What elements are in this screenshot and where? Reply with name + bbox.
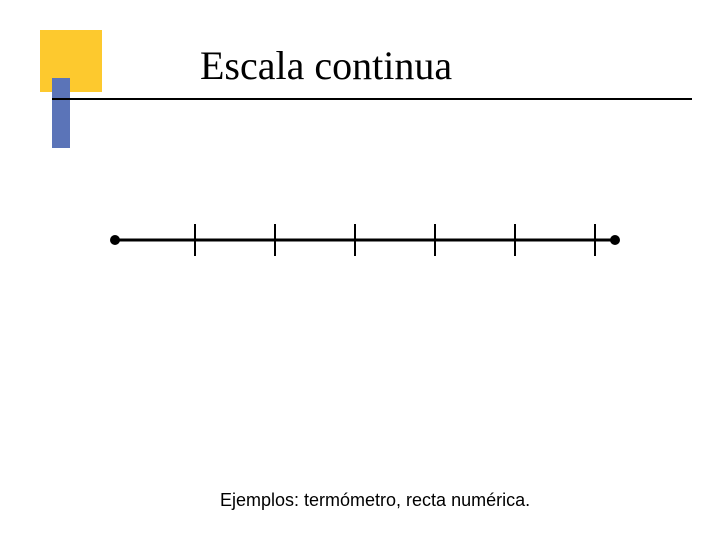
- number-line-svg: [110, 219, 620, 261]
- number-line: [110, 219, 620, 266]
- number-line-endpoint-left: [110, 235, 120, 245]
- header-decor-yellow: [40, 30, 102, 92]
- number-line-endpoint-right: [610, 235, 620, 245]
- page-title: Escala continua: [200, 42, 452, 89]
- header-decor-blue: [52, 78, 70, 148]
- examples-text: Ejemplos: termómetro, recta numérica.: [220, 490, 530, 511]
- header-rule: [52, 98, 692, 100]
